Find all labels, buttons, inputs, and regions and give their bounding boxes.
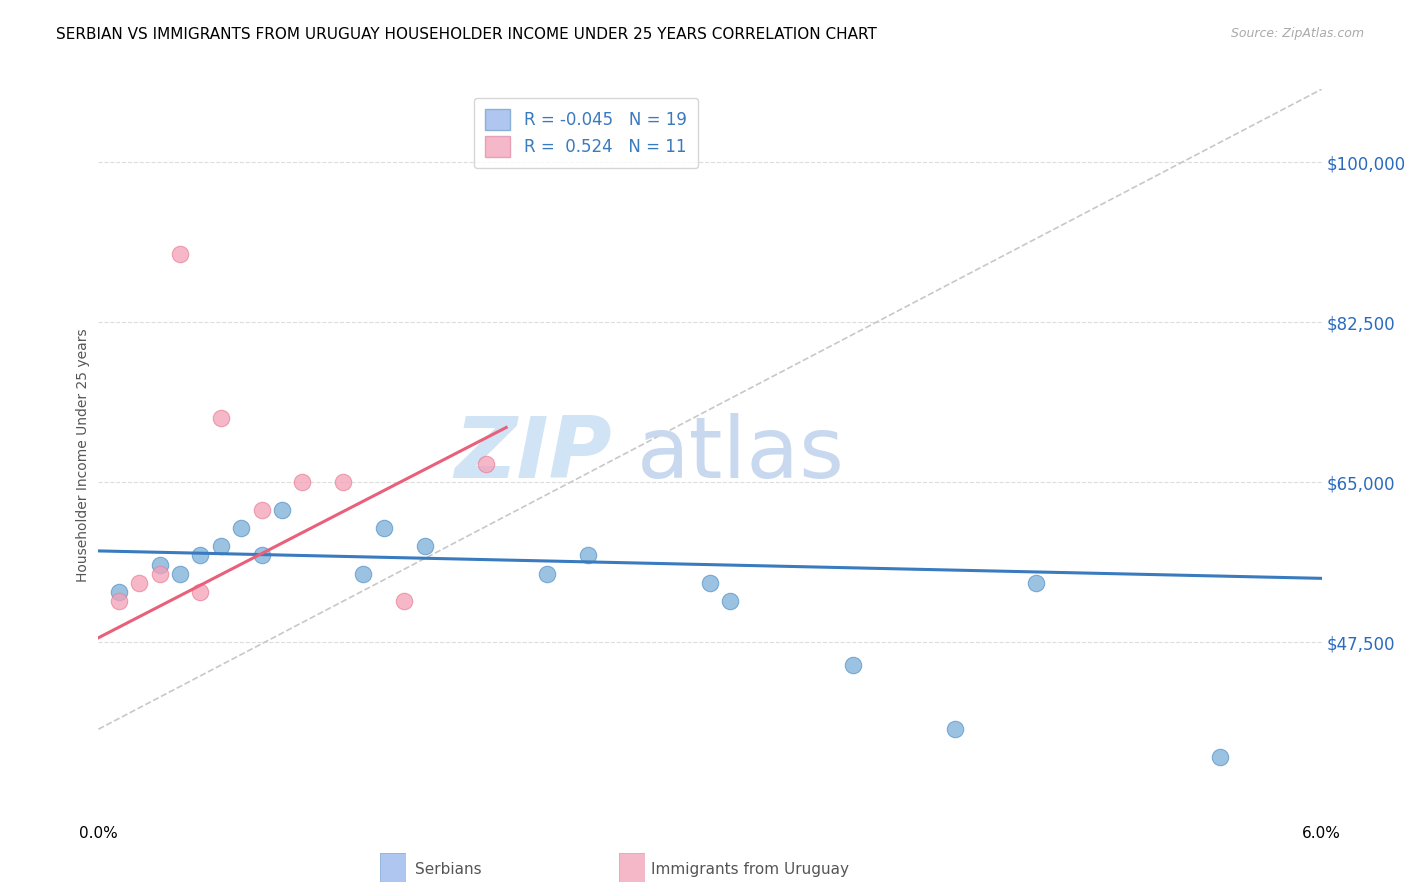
Point xyxy=(332,475,354,490)
Text: atlas: atlas xyxy=(637,413,845,497)
Point xyxy=(188,585,212,599)
Point xyxy=(231,521,253,535)
Point xyxy=(250,503,273,517)
Point xyxy=(392,594,416,608)
Point xyxy=(576,549,599,563)
Point xyxy=(209,411,232,425)
Point xyxy=(169,566,191,581)
Point xyxy=(718,594,742,608)
Text: Source: ZipAtlas.com: Source: ZipAtlas.com xyxy=(1230,27,1364,40)
Text: ZIP: ZIP xyxy=(454,413,612,497)
Point xyxy=(291,475,314,490)
Point xyxy=(373,521,395,535)
Point xyxy=(169,246,191,260)
Point xyxy=(1025,576,1047,591)
Point xyxy=(352,566,374,581)
Text: SERBIAN VS IMMIGRANTS FROM URUGUAY HOUSEHOLDER INCOME UNDER 25 YEARS CORRELATION: SERBIAN VS IMMIGRANTS FROM URUGUAY HOUSE… xyxy=(56,27,877,42)
Point xyxy=(128,576,150,591)
Point xyxy=(250,549,273,563)
Point xyxy=(149,558,172,572)
Point xyxy=(270,503,292,517)
Point xyxy=(474,457,498,471)
Point xyxy=(841,658,863,673)
Text: Serbians: Serbians xyxy=(415,863,481,877)
Y-axis label: Householder Income Under 25 years: Householder Income Under 25 years xyxy=(76,328,90,582)
Point xyxy=(108,594,131,608)
Point xyxy=(149,566,172,581)
Point xyxy=(413,539,436,553)
Point xyxy=(699,576,721,591)
Point xyxy=(209,539,232,553)
Point xyxy=(536,566,558,581)
Text: Immigrants from Uruguay: Immigrants from Uruguay xyxy=(651,863,849,877)
Point xyxy=(188,549,212,563)
Point xyxy=(108,585,131,599)
Legend: R = -0.045   N = 19, R =  0.524   N = 11: R = -0.045 N = 19, R = 0.524 N = 11 xyxy=(474,97,699,169)
Point xyxy=(1208,749,1232,764)
Point xyxy=(943,723,966,737)
